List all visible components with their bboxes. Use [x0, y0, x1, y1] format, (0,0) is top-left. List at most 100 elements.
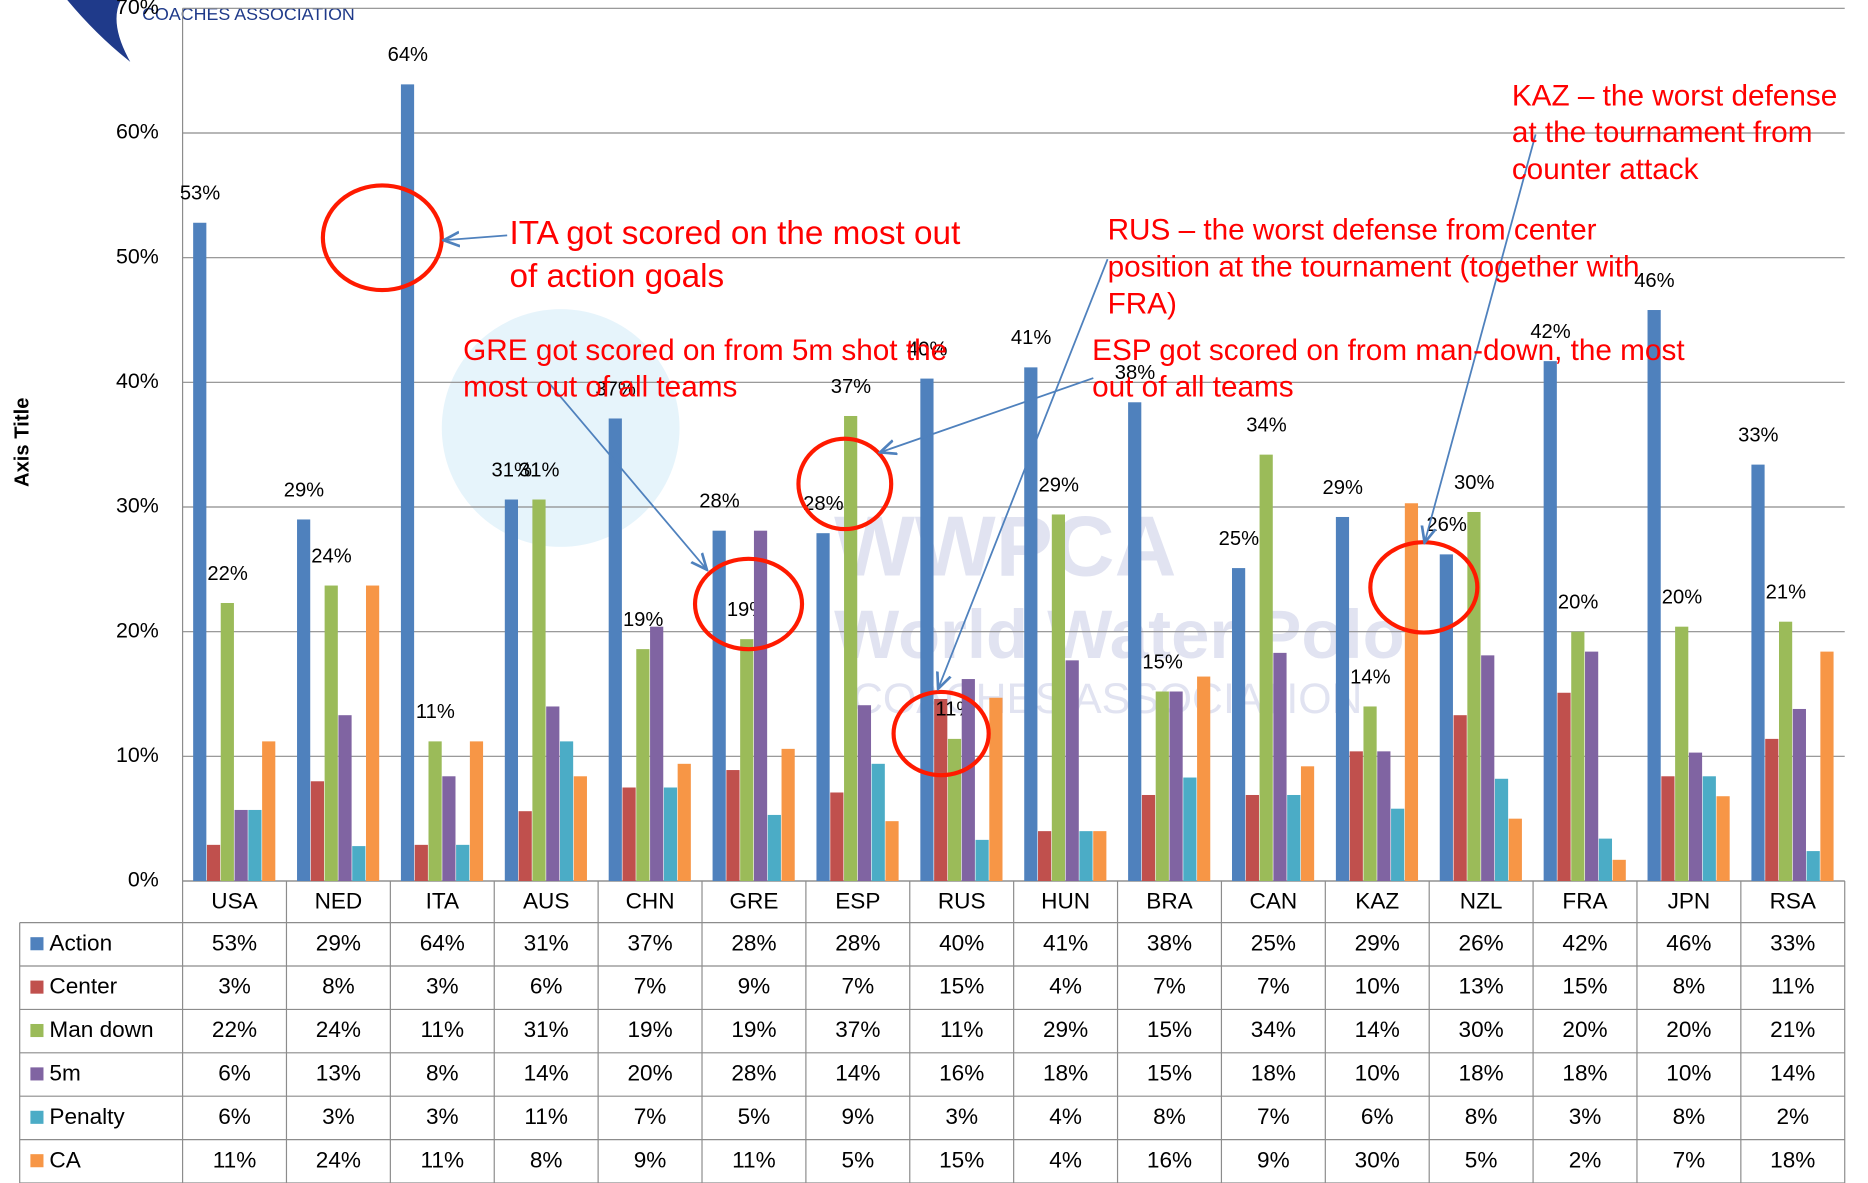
- data-label: 26%: [1426, 514, 1466, 536]
- annotation: out of all teams: [1092, 371, 1294, 404]
- table-cell: 10%: [1355, 1060, 1400, 1085]
- logo: COACHES ASSOCIATION: [67, 0, 355, 62]
- bar: [1508, 818, 1522, 882]
- bar: [248, 809, 262, 882]
- x-tick-label: JPN: [1668, 888, 1711, 913]
- legend-label: Man down: [49, 1017, 153, 1042]
- arrow: [939, 258, 1109, 687]
- data-label: 15%: [1142, 651, 1182, 673]
- table-cell: 8%: [1465, 1104, 1498, 1129]
- bar: [636, 649, 650, 882]
- data-label: 20%: [1558, 591, 1598, 613]
- legend-label: Action: [49, 930, 112, 955]
- bar: [1453, 715, 1467, 882]
- bar: [310, 781, 325, 882]
- data-label: 42%: [1530, 321, 1570, 343]
- table-cell: 42%: [1562, 930, 1607, 955]
- x-tick-label: CHN: [626, 888, 675, 913]
- annotation: most out of all teams: [463, 371, 737, 404]
- annotation: RUS – the worst defense from center: [1108, 214, 1597, 247]
- table-cell: 64%: [420, 930, 465, 955]
- bar: [324, 585, 338, 882]
- bar: [1300, 766, 1315, 882]
- x-tick-label: KAZ: [1355, 888, 1399, 913]
- y-tick-label: 40%: [116, 369, 159, 393]
- table-cell: 30%: [1355, 1147, 1400, 1172]
- table-cell: 8%: [322, 974, 355, 999]
- bar: [844, 415, 858, 882]
- data-label: 41%: [1011, 327, 1051, 349]
- table-cell: 53%: [212, 930, 257, 955]
- bar: [1363, 706, 1377, 882]
- table-cell: 9%: [634, 1147, 667, 1172]
- bar: [816, 533, 830, 882]
- bar: [1404, 503, 1419, 882]
- bar: [989, 697, 1003, 882]
- bar: [428, 741, 442, 882]
- y-tick-label: 10%: [116, 743, 159, 767]
- data-label: 31%: [491, 459, 531, 481]
- legend-swatch: [30, 1110, 44, 1124]
- data-label: 14%: [1350, 666, 1390, 688]
- table-cell: 14%: [1770, 1060, 1815, 1085]
- bar: [1259, 454, 1273, 882]
- bar: [234, 809, 248, 882]
- table-cell: 26%: [1459, 930, 1504, 955]
- logo-swoosh: [67, 0, 131, 62]
- bar: [677, 763, 691, 882]
- table-cell: 10%: [1355, 974, 1400, 999]
- table-cell: 8%: [1673, 974, 1706, 999]
- table-cell: 20%: [1666, 1017, 1711, 1042]
- x-tick-label: AUS: [523, 888, 569, 913]
- table-cell: 11%: [421, 1017, 465, 1042]
- bar: [1183, 777, 1197, 882]
- arrow: [1425, 134, 1537, 541]
- table-cell: 14%: [524, 1060, 569, 1085]
- highlight-circle: [796, 436, 894, 532]
- data-label: 25%: [1219, 528, 1259, 550]
- legend-label: 5m: [49, 1060, 80, 1085]
- data-label: 46%: [1634, 270, 1674, 292]
- table-cell: 3%: [322, 1104, 355, 1129]
- table-cell: 31%: [524, 930, 569, 955]
- bar: [1806, 851, 1820, 882]
- data-label: 53%: [180, 183, 220, 205]
- bar: [1391, 808, 1405, 882]
- bar: [1751, 464, 1765, 882]
- bar: [1169, 691, 1183, 882]
- bar: [1716, 796, 1730, 882]
- highlight-circle: [1368, 540, 1480, 635]
- table-cell: 14%: [835, 1060, 880, 1085]
- table-cell: 18%: [1770, 1147, 1815, 1172]
- x-tick-label: RUS: [938, 888, 986, 913]
- bar: [830, 792, 844, 882]
- bar: [1038, 831, 1052, 882]
- table-cell: 18%: [1459, 1060, 1504, 1085]
- bar: [961, 679, 975, 882]
- bar: [456, 844, 470, 882]
- bar: [1287, 794, 1301, 882]
- bar: [1688, 752, 1703, 882]
- annotation: position at the tournament (together wit…: [1108, 251, 1640, 284]
- table-cell: 15%: [1562, 974, 1607, 999]
- legend-label: Penalty: [49, 1104, 125, 1129]
- logo-text: COACHES ASSOCIATION: [142, 4, 355, 24]
- x-tick-label: NED: [315, 888, 363, 913]
- bar: [920, 378, 934, 882]
- bar: [1543, 361, 1557, 882]
- bar: [947, 738, 962, 882]
- table-cell: 16%: [1147, 1147, 1192, 1172]
- table-cell: 7%: [634, 1104, 667, 1129]
- bar: [400, 84, 415, 882]
- watermark-text: World Water Polo: [834, 596, 1405, 673]
- table-cell: 30%: [1459, 1017, 1504, 1042]
- table-cell: 41%: [1043, 930, 1088, 955]
- table-cell: 2%: [1776, 1104, 1809, 1129]
- bar: [1065, 660, 1079, 882]
- data-label: 29%: [284, 479, 324, 501]
- table-cell: 18%: [1251, 1060, 1296, 1085]
- legend-swatch: [30, 1154, 44, 1168]
- bar: [1335, 516, 1350, 882]
- bar: [1675, 626, 1689, 882]
